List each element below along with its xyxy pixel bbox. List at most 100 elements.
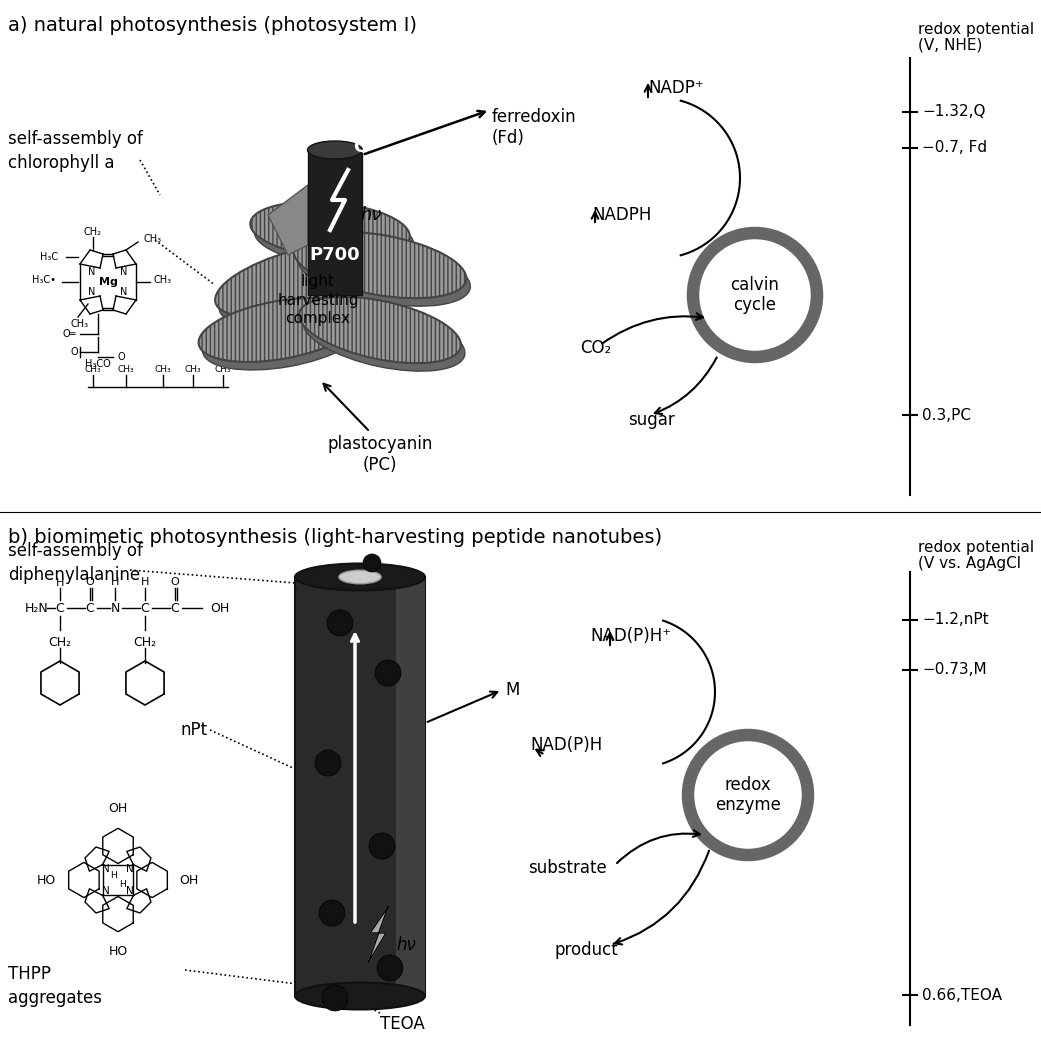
Circle shape — [375, 660, 401, 686]
Ellipse shape — [215, 244, 385, 316]
Polygon shape — [295, 577, 425, 996]
Ellipse shape — [219, 251, 389, 325]
Text: −0.73,M: −0.73,M — [922, 663, 987, 677]
Text: CH₃: CH₃ — [143, 234, 161, 244]
Text: self-assembly of
chlorophyll a: self-assembly of chlorophyll a — [8, 130, 143, 171]
Text: CH₂: CH₂ — [84, 227, 102, 237]
Ellipse shape — [250, 202, 410, 258]
Circle shape — [319, 900, 345, 926]
Text: CO₂: CO₂ — [580, 339, 611, 357]
Text: OH: OH — [210, 601, 229, 615]
Text: HO: HO — [37, 873, 56, 887]
Text: self-assembly of
diphenylalanine: self-assembly of diphenylalanine — [8, 542, 143, 584]
Text: −1.32,Q: −1.32,Q — [922, 105, 986, 119]
Text: hν: hν — [396, 936, 415, 954]
Text: redox
enzyme: redox enzyme — [715, 776, 781, 814]
Polygon shape — [369, 907, 388, 963]
Ellipse shape — [295, 563, 425, 590]
Text: CH₃: CH₃ — [184, 364, 201, 373]
Ellipse shape — [303, 305, 465, 371]
Text: O: O — [85, 577, 95, 587]
Text: a) natural photosynthesis (photosystem I): a) natural photosynthesis (photosystem I… — [8, 16, 417, 35]
Text: (V vs. AgAgCl: (V vs. AgAgCl — [918, 556, 1021, 571]
Text: NAD(P)H⁺: NAD(P)H⁺ — [590, 627, 671, 645]
Text: NAD(P)H: NAD(P)H — [530, 736, 603, 754]
Text: H₃C: H₃C — [40, 252, 58, 262]
Ellipse shape — [294, 232, 466, 299]
Text: CH₃: CH₃ — [118, 364, 134, 373]
Text: O═: O═ — [62, 329, 76, 339]
Ellipse shape — [199, 298, 361, 362]
Text: C: C — [55, 601, 65, 615]
Circle shape — [377, 955, 403, 981]
Text: CH₃: CH₃ — [84, 364, 101, 373]
Text: H: H — [119, 880, 126, 889]
Text: H: H — [56, 578, 65, 588]
Text: sugar: sugar — [628, 411, 675, 429]
Text: N: N — [88, 267, 96, 277]
Text: −0.7, Fd: −0.7, Fd — [922, 140, 987, 156]
Text: H: H — [110, 871, 117, 880]
Circle shape — [315, 750, 341, 776]
Text: OH: OH — [108, 803, 128, 815]
Text: 0.3,PC: 0.3,PC — [922, 408, 971, 422]
Text: H: H — [110, 577, 119, 587]
Circle shape — [369, 833, 395, 859]
Text: O: O — [171, 577, 179, 587]
Text: ferredoxin
(Fd): ferredoxin (Fd) — [492, 108, 577, 147]
Text: C: C — [141, 601, 149, 615]
Text: NADP⁺: NADP⁺ — [648, 79, 704, 97]
Text: substrate: substrate — [528, 859, 607, 877]
Polygon shape — [396, 577, 425, 996]
Text: O: O — [118, 352, 126, 362]
Text: (V, NHE): (V, NHE) — [918, 38, 983, 53]
Text: −1.2,nPt: −1.2,nPt — [922, 613, 989, 627]
Text: b) biomimetic photosynthesis (light-harvesting peptide nanotubes): b) biomimetic photosynthesis (light-harv… — [8, 528, 662, 546]
Ellipse shape — [295, 982, 425, 1009]
Text: plastocyanin
(PC): plastocyanin (PC) — [327, 435, 433, 474]
Text: C: C — [171, 601, 179, 615]
Text: CH₃: CH₃ — [71, 319, 90, 329]
Ellipse shape — [298, 240, 471, 306]
Text: 0.66,TEOA: 0.66,TEOA — [922, 987, 1002, 1003]
Circle shape — [322, 985, 348, 1011]
Text: H₂N: H₂N — [25, 601, 49, 615]
Text: product: product — [555, 941, 618, 959]
Text: light
harvesting
complex: light harvesting complex — [277, 274, 359, 326]
Text: N: N — [88, 287, 96, 297]
Ellipse shape — [203, 306, 365, 370]
Text: HO: HO — [108, 945, 128, 958]
Text: N: N — [126, 864, 134, 874]
Text: N: N — [121, 267, 128, 277]
Text: H₃C•: H₃C• — [32, 275, 56, 285]
Text: redox potential: redox potential — [918, 540, 1034, 555]
Text: CH₃: CH₃ — [214, 364, 231, 373]
Text: Q: Q — [353, 138, 369, 156]
Text: CH₂: CH₂ — [49, 636, 72, 649]
Text: N: N — [102, 864, 109, 874]
Text: N: N — [110, 601, 120, 615]
Text: N: N — [126, 886, 134, 896]
Text: hν: hν — [360, 206, 381, 224]
Polygon shape — [308, 150, 362, 295]
Ellipse shape — [339, 570, 381, 584]
Circle shape — [327, 610, 353, 636]
Text: O: O — [71, 347, 78, 357]
Text: THPP
aggregates: THPP aggregates — [8, 965, 102, 1007]
Text: P700: P700 — [309, 246, 360, 264]
Ellipse shape — [307, 141, 362, 159]
Circle shape — [363, 554, 381, 572]
Circle shape — [688, 735, 808, 854]
Text: CH₃: CH₃ — [154, 275, 172, 285]
Text: Mg: Mg — [99, 277, 118, 287]
Text: TEOA: TEOA — [380, 1015, 425, 1033]
Text: C: C — [85, 601, 95, 615]
Text: H₃CO: H₃CO — [85, 359, 111, 369]
Text: CH₂: CH₂ — [133, 636, 156, 649]
Text: calvin
cycle: calvin cycle — [731, 276, 780, 314]
Text: redox potential: redox potential — [918, 22, 1034, 37]
Text: M: M — [505, 681, 519, 699]
Circle shape — [693, 233, 817, 357]
Text: OH: OH — [180, 873, 199, 887]
Ellipse shape — [299, 297, 461, 363]
